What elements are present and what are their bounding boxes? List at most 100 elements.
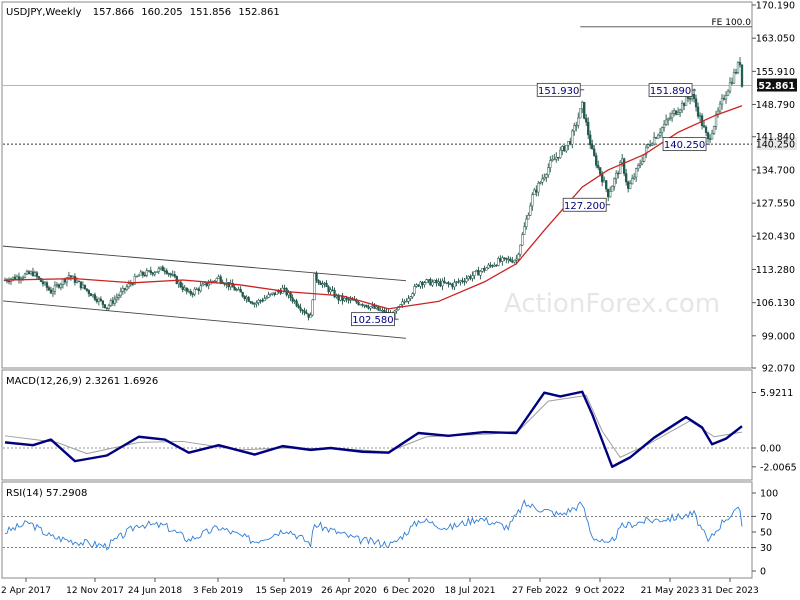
candle-body — [59, 284, 63, 288]
candle-body — [17, 276, 21, 280]
candle-body — [722, 98, 726, 100]
price-tick-label: 141.840 — [756, 132, 795, 143]
candle-body — [51, 290, 55, 294]
macd-panel-frame — [1, 369, 753, 481]
candle-body — [259, 300, 262, 302]
candle-body — [105, 307, 109, 309]
candle-body — [219, 276, 222, 283]
time-tick-label: 9 Oct 2022 — [575, 586, 625, 596]
candle-body — [640, 161, 644, 165]
candle-body — [57, 284, 61, 288]
candle-body — [662, 124, 666, 128]
candle-body — [187, 290, 190, 293]
candle-body — [77, 280, 81, 283]
candle-body — [419, 281, 422, 287]
candle-body — [601, 173, 604, 183]
price-axis: 170.190 163.050 155.910 148.790 141.840 134.7… — [752, 1, 795, 375]
candle-body — [734, 72, 738, 74]
candle-body — [299, 307, 302, 311]
candle-body — [670, 113, 674, 119]
candle-body — [658, 132, 662, 136]
candle-body — [157, 268, 160, 272]
time-tick-label: 27 Feb 2022 — [512, 586, 568, 596]
candle-body — [726, 90, 730, 96]
candle-body — [29, 271, 33, 275]
candle-body — [33, 272, 37, 276]
candle-body — [529, 205, 532, 216]
price-panel-frame — [1, 1, 753, 369]
macd-layer: 5.9211 0.00 -2.0065 — [3, 388, 797, 473]
price-tick-label: 92.070 — [762, 364, 795, 375]
candle-body — [233, 286, 236, 291]
candle-body — [135, 276, 138, 278]
candle-body — [341, 296, 344, 301]
candle-body — [303, 310, 306, 313]
candle-body — [455, 281, 458, 283]
candle-body — [201, 283, 204, 287]
candle-body — [625, 173, 628, 183]
candle-body — [411, 293, 414, 298]
candle-body — [269, 293, 272, 295]
candle-body — [143, 274, 146, 277]
candle-body — [99, 298, 103, 301]
candle-body — [213, 280, 216, 283]
candle-body — [349, 299, 352, 301]
candle-body — [149, 270, 152, 273]
ohlc-close: 152.861 — [238, 7, 279, 18]
candle-body — [109, 300, 113, 306]
candle-body — [101, 300, 105, 305]
candle-body — [485, 267, 488, 271]
candle-body — [531, 194, 534, 207]
candle-body — [71, 276, 75, 278]
candle-body — [427, 279, 430, 281]
candle-body — [611, 186, 614, 192]
candle-body — [147, 270, 150, 272]
annotation-box — [536, 82, 581, 97]
macd-tick-label: 5.9211 — [760, 388, 793, 399]
candle-body — [113, 298, 117, 304]
candle-body — [619, 162, 622, 175]
candle-body — [497, 258, 500, 266]
candle-body — [217, 276, 220, 279]
candle-body — [185, 287, 188, 292]
candle-body — [131, 283, 134, 285]
candle-body — [738, 62, 742, 65]
candle-body — [301, 309, 304, 312]
candle-body — [708, 138, 712, 140]
candle-body — [235, 289, 238, 291]
candle-body — [447, 282, 450, 285]
candle-body — [401, 301, 404, 305]
candle-body — [423, 282, 426, 285]
candle-body — [678, 109, 682, 113]
candle-body — [603, 180, 606, 183]
time-tick-label: 21 May 2023 — [641, 586, 700, 596]
rsi-panel-frame — [1, 481, 753, 579]
candle-body — [197, 288, 200, 291]
candle-body — [343, 297, 346, 301]
candle-body — [607, 188, 610, 198]
candle-body — [309, 314, 312, 318]
rsi-line — [4, 499, 743, 551]
candle-body — [523, 226, 526, 235]
candle-body — [171, 274, 174, 276]
candle-body — [257, 300, 260, 303]
watermark: ActionForex.com — [504, 289, 720, 319]
time-tick-label: 12 Nov 2017 — [66, 586, 124, 596]
candle-body — [275, 290, 278, 295]
candle-body — [361, 304, 364, 306]
candle-body — [163, 270, 166, 272]
candle-body — [597, 165, 600, 168]
candle-body — [551, 158, 554, 161]
candle-body — [35, 272, 39, 277]
candle-body — [437, 281, 440, 284]
candle-body — [307, 313, 310, 318]
candle-body — [686, 96, 690, 99]
candle-body — [593, 148, 596, 156]
candle-body — [129, 283, 132, 285]
ohlc-low: 151.856 — [190, 7, 231, 18]
candle-body — [617, 172, 620, 175]
candle-body — [117, 295, 120, 298]
candle-body — [365, 304, 368, 308]
candle-body — [195, 288, 198, 291]
candle-body — [660, 127, 664, 133]
